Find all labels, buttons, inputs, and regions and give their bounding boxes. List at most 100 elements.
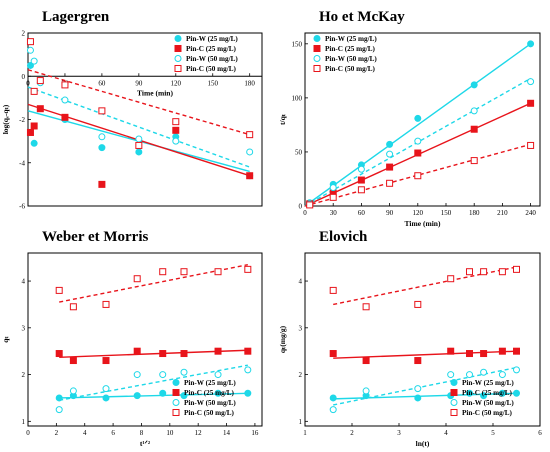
fit-line-series-4 bbox=[304, 143, 531, 207]
y-tick-label: 3 bbox=[299, 324, 303, 332]
data-point-series-3 bbox=[480, 368, 488, 376]
plot-frame bbox=[304, 252, 541, 427]
data-point-series-4 bbox=[357, 186, 365, 194]
data-point-series-1 bbox=[470, 81, 478, 89]
data-point-series-1 bbox=[513, 389, 520, 397]
chart-panel-4: 1 2 3 4 5 6 1 2 3 4 ln(t) qₜ(mg/g) Elovich Pin-W (25 … bbox=[278, 229, 542, 448]
x-axis-label: Time (min) bbox=[405, 219, 441, 228]
x-tick-label: 8 bbox=[140, 429, 144, 437]
data-point-series-3 bbox=[61, 96, 69, 104]
data-point-series-1 bbox=[214, 389, 222, 397]
data-point-series-4 bbox=[306, 201, 314, 209]
legend-marker-series-4 bbox=[172, 409, 180, 416]
data-point-series-3 bbox=[26, 46, 34, 54]
y-tick-label: 0 bbox=[299, 203, 303, 211]
x-tick-label: 1 bbox=[303, 429, 307, 437]
legend-entry-series-2: Pin-C (25 mg/L) bbox=[325, 45, 376, 53]
data-point-series-4 bbox=[172, 118, 180, 126]
data-point-series-4 bbox=[98, 107, 106, 115]
legend-marker-series-1 bbox=[174, 35, 182, 42]
data-point-series-1 bbox=[244, 389, 252, 397]
x-tick-label: 90 bbox=[386, 209, 394, 217]
data-point-series-4 bbox=[36, 77, 44, 85]
y-axis-label: log(qₑ-qₜ) bbox=[1, 104, 10, 134]
data-point-series-3 bbox=[102, 385, 110, 393]
data-point-series-4 bbox=[329, 286, 337, 294]
data-point-series-3 bbox=[180, 368, 188, 376]
x-tick-label: 4 bbox=[444, 429, 448, 437]
y-tick-label: 3 bbox=[22, 324, 26, 332]
x-tick-label: 12 bbox=[195, 429, 203, 437]
data-point-series-1 bbox=[466, 389, 473, 397]
data-point-series-2 bbox=[480, 350, 488, 358]
y-tick-label: 150 bbox=[292, 40, 303, 48]
y-tick-label: 1 bbox=[299, 418, 303, 426]
data-point-series-3 bbox=[98, 133, 106, 141]
chart-title: Elovich bbox=[319, 229, 368, 245]
data-point-series-3 bbox=[246, 148, 254, 156]
data-point-series-1 bbox=[480, 392, 488, 400]
data-point-series-4 bbox=[470, 157, 478, 165]
x-tick-label: 10 bbox=[166, 429, 174, 437]
x-tick-label: 0 bbox=[26, 429, 30, 437]
x-tick-label: 180 bbox=[244, 79, 255, 87]
data-point-series-3 bbox=[466, 371, 473, 379]
legend-entry-series-1: Pin-W (25 mg/L) bbox=[186, 35, 238, 43]
legend-marker-series-3 bbox=[313, 55, 321, 62]
data-point-series-2 bbox=[414, 149, 422, 157]
legend-marker-series-4 bbox=[313, 65, 321, 72]
data-point-series-2 bbox=[414, 357, 422, 365]
data-point-series-4 bbox=[55, 286, 63, 294]
legend-entry-series-3: Pin-W (50 mg/L) bbox=[325, 55, 377, 63]
legend-marker-series-2 bbox=[313, 45, 321, 52]
data-point-series-2 bbox=[244, 347, 252, 355]
data-point-series-2 bbox=[466, 350, 473, 358]
data-point-series-4 bbox=[180, 268, 188, 276]
fit-line-series-2 bbox=[333, 350, 517, 359]
data-point-series-3 bbox=[447, 371, 455, 379]
data-point-series-4 bbox=[102, 300, 110, 308]
data-point-series-2 bbox=[470, 125, 478, 133]
data-point-series-3 bbox=[55, 406, 63, 414]
fit-line-series-4 bbox=[333, 266, 517, 306]
legend-entry-series-2: Pin-C (25 mg/L) bbox=[186, 45, 237, 53]
data-point-series-4 bbox=[133, 275, 141, 283]
legend-marker-series-3 bbox=[172, 399, 180, 406]
legend-entry-series-2: Pin-C (25 mg/L) bbox=[184, 389, 235, 397]
x-tick-label: 6 bbox=[111, 429, 115, 437]
legend-marker-series-3 bbox=[174, 55, 182, 62]
x-tick-label: 2 bbox=[55, 429, 59, 437]
y-tick-label: 100 bbox=[292, 94, 303, 102]
x-tick-label: 16 bbox=[251, 429, 259, 437]
data-point-series-2 bbox=[329, 350, 337, 358]
data-point-series-2 bbox=[26, 128, 34, 136]
legend: Pin-W (25 mg/L) Pin-C (25 mg/L) Pin-W (50 … bbox=[174, 35, 238, 73]
data-point-series-3 bbox=[386, 150, 394, 158]
x-axis-label: Time (min) bbox=[137, 88, 173, 97]
data-point-series-4 bbox=[244, 265, 252, 273]
x-axis-label: t¹ᐟ² bbox=[140, 439, 151, 448]
legend-entry-series-4: Pin-C (50 mg/L) bbox=[325, 65, 376, 73]
legend-entry-series-1: Pin-W (25 mg/L) bbox=[462, 379, 514, 387]
data-point-series-3 bbox=[135, 135, 143, 143]
data-point-series-4 bbox=[159, 268, 167, 276]
data-point-series-3 bbox=[414, 137, 422, 145]
data-point-series-3 bbox=[69, 387, 77, 395]
x-tick-label: 6 bbox=[538, 429, 542, 437]
data-point-series-4 bbox=[362, 303, 370, 311]
legend-marker-series-2 bbox=[174, 45, 182, 52]
data-point-series-3 bbox=[470, 107, 478, 115]
x-tick-label: 240 bbox=[525, 209, 536, 217]
data-point-series-2 bbox=[527, 99, 535, 107]
legend-entry-series-4: Pin-C (50 mg/L) bbox=[184, 409, 235, 417]
x-tick-label: 60 bbox=[98, 79, 106, 87]
data-point-series-2 bbox=[362, 357, 370, 365]
data-point-series-3 bbox=[527, 78, 535, 86]
data-point-series-2 bbox=[55, 350, 63, 358]
data-point-series-1 bbox=[329, 394, 337, 402]
chart-title: Weber et Morris bbox=[42, 229, 149, 245]
data-point-series-3 bbox=[357, 165, 365, 173]
y-tick-label: 2 bbox=[22, 30, 26, 38]
data-point-series-4 bbox=[386, 179, 394, 187]
